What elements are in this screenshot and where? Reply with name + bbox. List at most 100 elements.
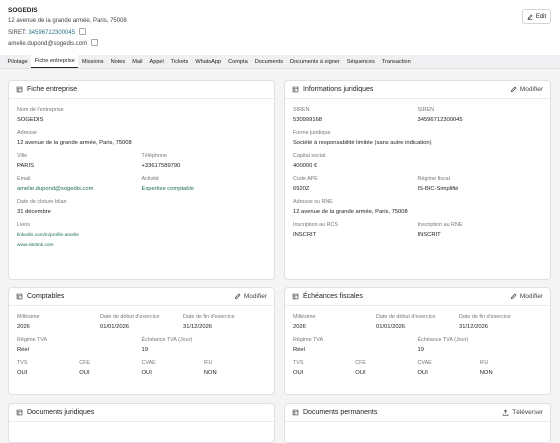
field-value: OUI — [355, 370, 366, 376]
field-link[interactable]: www.sitelink.com — [17, 243, 54, 248]
action-label[interactable]: Modifier — [519, 86, 543, 93]
field: Nom de l'entreprise SOGEDIS — [17, 107, 266, 123]
field-value: 2026 — [293, 324, 306, 330]
field-value: Société à responsabilité limitée (sans a… — [293, 140, 432, 146]
field-row: TVS OUI CFE OUI CVAE OUI IFU NON — [293, 360, 542, 376]
field-value: OUI — [417, 370, 428, 376]
field-value: INSCRIT — [417, 232, 441, 238]
card: Fiche entreprise Nom de l'entreprise SOGED… — [8, 80, 275, 280]
tab[interactable]: Pilotage — [7, 58, 28, 65]
field-label: Code APE — [293, 176, 318, 182]
tab[interactable]: Séquences — [346, 58, 375, 65]
tab[interactable]: Transaction — [381, 58, 411, 65]
action-label[interactable]: Téléverser — [512, 409, 543, 416]
action-label[interactable]: Modifier — [519, 293, 543, 300]
tab[interactable]: Documents — [254, 58, 284, 65]
field-label: Adresse su RNE — [293, 199, 333, 205]
card-icon — [292, 409, 299, 416]
card-icon — [16, 409, 23, 416]
tab[interactable]: Tickets — [170, 58, 189, 65]
field-value: 01/01/2026 — [376, 324, 406, 330]
tab[interactable]: Fiche entreprise — [31, 55, 79, 68]
action-label[interactable]: Modifier — [243, 293, 267, 300]
edit-button[interactable]: Edit — [522, 9, 551, 24]
field-value: Réel — [293, 347, 305, 353]
field: CVAE OUI — [418, 360, 480, 376]
field-row: Millésime 2026 Date de début d'exercice 01/… — [293, 314, 542, 330]
field-value: OUI — [293, 370, 304, 376]
field-label: Date de début d'exercice — [376, 314, 436, 320]
field: Régime fiscal IS-BIC-Simplifié — [418, 176, 543, 192]
field-label: Liens — [17, 222, 30, 228]
card-icon — [292, 86, 299, 93]
field-link[interactable]: linkedin.com/in/profile-amelie — [17, 233, 79, 238]
field: Adresse 12 avenue de la grande armée, Par… — [17, 130, 266, 146]
field: CVAE OUI — [142, 360, 204, 376]
field: Inscription au RCS INSCRIT — [293, 222, 418, 238]
field-value: NON — [203, 370, 217, 376]
copy-icon[interactable] — [91, 39, 99, 46]
card-action[interactable]: Téléverser — [502, 409, 543, 416]
field-value: OUI — [141, 370, 152, 376]
field: CFE OUI — [355, 360, 417, 376]
card-action[interactable]: Modifier — [510, 86, 543, 93]
field-label: Forme juridique — [293, 130, 331, 136]
field-row: Capital social 400000 € — [293, 153, 542, 169]
field: Date de début d'exercice 01/01/2026 — [376, 314, 459, 330]
field-value: INSCRIT — [293, 232, 317, 238]
copy-icon[interactable] — [79, 28, 87, 35]
field-value: 19 — [417, 347, 424, 353]
field-label: Téléphone — [141, 153, 167, 159]
field-row: Adresse su RNE 12 avenue de la grande arm… — [293, 199, 542, 215]
field: Téléphone +33617589790 — [142, 153, 267, 169]
tab[interactable]: Appel — [149, 58, 164, 65]
field: Millésime 2026 — [17, 314, 100, 330]
field-label: IFU — [203, 360, 213, 366]
field-row: Adresse 12 avenue de la grande armée, Par… — [17, 130, 266, 146]
field-row: Email amelie.dupond@sogedis.com Activité Ex… — [17, 176, 266, 192]
card-icon — [292, 293, 299, 300]
email-value: amelie.dupond@sogedis.com — [8, 41, 88, 47]
tab[interactable]: WhatsApp — [195, 58, 222, 65]
card-icon — [16, 293, 23, 300]
field-label: TVS — [17, 360, 28, 366]
tab[interactable]: Missions — [81, 58, 104, 65]
field-label: CFE — [355, 360, 367, 366]
card-body: SIREN 530999168 SIREN 34596712300045 Forme j… — [285, 99, 550, 238]
card-action[interactable]: Modifier — [234, 293, 267, 300]
card-action[interactable]: Modifier — [510, 293, 543, 300]
tab[interactable]: Mail — [132, 58, 143, 65]
card-body: Nom de l'entreprise SOGEDIS Adresse 12 aven… — [9, 99, 274, 253]
field-row: Date de cloture bilan 31 décembre — [17, 199, 266, 215]
field-label: CVAE — [417, 360, 432, 366]
card-header: Documents permanents Téléverser — [285, 404, 550, 422]
field-label: Nom de l'entreprise — [17, 107, 64, 113]
edit-label: Edit — [535, 13, 547, 20]
field-value: 400000 € — [293, 163, 318, 169]
field: TVS OUI — [17, 360, 79, 376]
field-value: amelie.dupond@sogedis.com — [17, 186, 94, 192]
field-row: TVS OUI CFE OUI CVAE OUI IFU NON — [17, 360, 266, 376]
pencil-icon — [510, 86, 517, 93]
tab[interactable]: Compta — [228, 58, 248, 65]
field-label: Ville — [17, 153, 28, 159]
field-label: Date de début d'exercice — [100, 314, 160, 320]
field: Email amelie.dupond@sogedis.com — [17, 176, 142, 192]
field-value: PARIS — [17, 163, 34, 169]
field: TVS OUI — [293, 360, 355, 376]
field-label: Adresse — [17, 130, 37, 136]
field: Activité Expertise comptable — [142, 176, 267, 192]
siret-label: SIRET: — [8, 30, 27, 36]
tab[interactable]: Documents à signer — [290, 58, 340, 65]
field-label: Date de fin d'exercice — [459, 314, 511, 320]
field: IFU NON — [480, 360, 542, 376]
field-label: Millésime — [293, 314, 316, 320]
tab[interactable]: Notes — [110, 58, 126, 65]
card-header: Échéances fiscales Modifier — [285, 288, 550, 306]
field-row: Liens linkedin.com/in/profile-amelie www.s… — [17, 222, 266, 253]
card: Documents permanents Téléverser — [284, 403, 551, 443]
card: Comptables Modifier Millésime 2026 Date de d… — [8, 287, 275, 395]
field: Millésime 2026 — [293, 314, 376, 330]
field-value: 31/12/2026 — [459, 324, 489, 330]
card-body — [9, 422, 274, 430]
